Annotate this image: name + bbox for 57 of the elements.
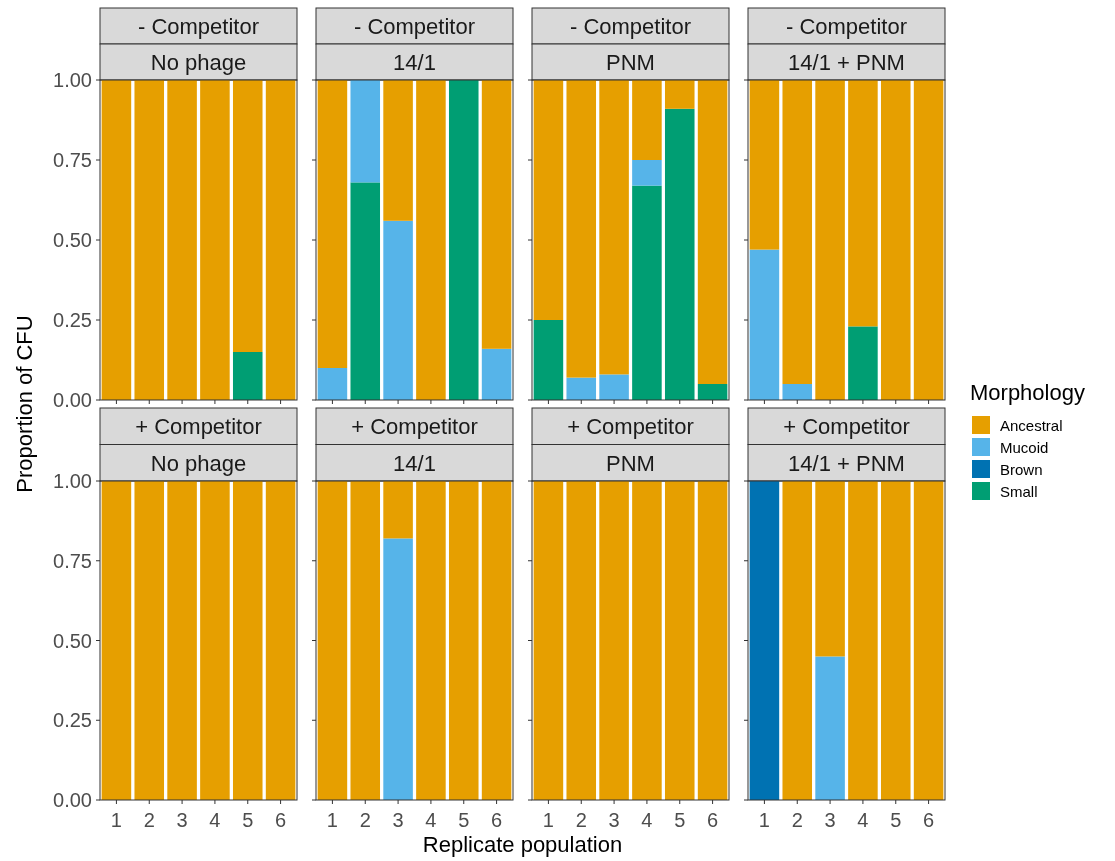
y-tick-label: 0.25 [53,309,92,331]
x-tick-label: 6 [275,809,287,831]
chart-subtitle: 14/1 [393,450,436,476]
y-tick-label: 0.75 [53,549,92,572]
chart-title: - Competitor [137,14,260,39]
chart-title: + Competitor [135,414,262,440]
y-tick-label: 0.00 [53,389,92,411]
x-tick-label: 5 [674,809,686,831]
legend-title: Morphology [970,380,1085,405]
y-tick-label: 1.00 [53,470,92,492]
chart-subtitle: PNM [606,50,655,75]
chart-subtitle: PNM [606,450,655,476]
x-tick-label: 6 [491,809,503,831]
y-tick-label: 0.50 [53,629,92,652]
chart-subtitle: 14/1 + PNM [788,450,905,476]
y-tick-label: 0.50 [53,229,92,251]
chart-title: + Competitor [783,414,910,440]
legend-label: Brown [1000,461,1043,478]
x-tick-label: 3 [176,809,188,831]
x-tick-label: 4 [425,809,437,831]
y-tick-label: 0.00 [53,789,92,811]
chart-title: - Competitor [353,14,476,39]
x-tick-label: 1 [758,809,770,831]
chart-title: + Competitor [351,414,478,440]
chart-subtitle: No phage [150,50,247,75]
y-axis-title: Proportion of CFU [12,315,37,493]
x-tick-label: 5 [890,809,902,831]
y-tick-label: 1.00 [53,69,92,91]
chart-subtitle: No phage [150,450,247,476]
x-tick-label: 2 [359,809,371,831]
chart-subtitle: 14/1 + PNM [788,50,905,75]
x-tick-label: 1 [542,809,554,831]
chart-title: + Competitor [567,414,694,440]
y-tick-label: 0.25 [53,709,92,732]
legend-label: Small [1000,483,1038,500]
x-tick-label: 1 [326,809,338,831]
x-tick-label: 5 [458,809,470,831]
x-tick-label: 6 [923,809,935,831]
chart-title: - Competitor [569,14,692,39]
x-tick-label: 6 [707,809,719,831]
chart-title: - Competitor [785,14,908,39]
chart-subtitle: 14/1 [393,50,436,75]
x-tick-label: 5 [242,809,254,831]
legend-label: Ancestral [1000,417,1063,434]
x-tick-label: 3 [392,809,404,831]
x-tick-label: 1 [110,809,122,831]
y-tick-label: 0.75 [53,149,92,171]
x-tick-label: 2 [143,809,155,831]
legend-label: Mucoid [1000,439,1049,456]
x-axis-title: Replicate population [422,832,623,857]
x-tick-label: 4 [641,809,653,831]
x-tick-label: 4 [209,809,221,831]
x-tick-label: 2 [575,809,587,831]
x-tick-label: 3 [824,809,836,831]
x-tick-label: 4 [857,809,869,831]
x-tick-label: 3 [608,809,620,831]
x-tick-label: 2 [791,809,803,831]
